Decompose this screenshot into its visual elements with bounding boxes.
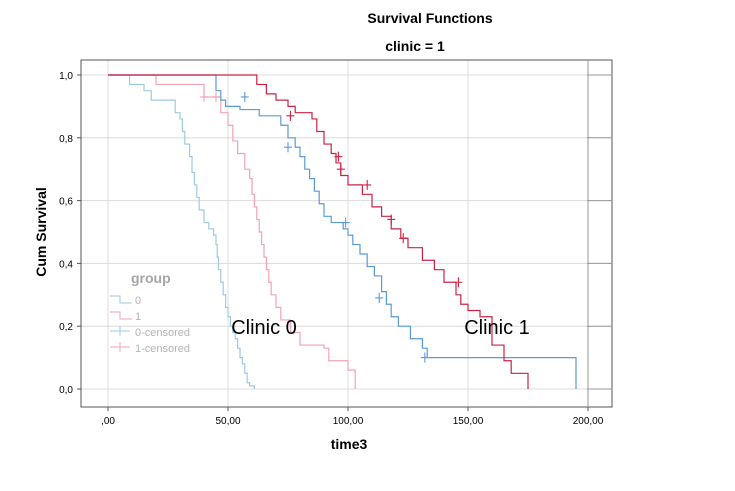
- y-tick-label: 0,0: [59, 385, 73, 396]
- censor-mark: [387, 214, 396, 225]
- x-axis-label: time3: [331, 436, 368, 452]
- legend-entry: 0-censored: [135, 327, 190, 339]
- x-tick-label: 150,00: [453, 416, 484, 427]
- legend-entry: 0: [135, 295, 141, 307]
- censor-mark: [334, 151, 343, 162]
- series-clinic-0-group-1: [108, 74, 356, 389]
- x-tick-label: ,00: [101, 416, 115, 427]
- censor-mark: [363, 179, 372, 190]
- x-tick-label: 100,00: [333, 416, 364, 427]
- legend-line-swatch: [110, 295, 132, 304]
- censor-mark: [375, 292, 384, 303]
- censor-mark: [240, 91, 249, 102]
- legend-line-swatch: [110, 311, 132, 320]
- censor-mark: [341, 217, 350, 228]
- censor-mark: [399, 233, 408, 244]
- y-tick-label: 0,2: [59, 322, 73, 333]
- censor-mark: [454, 277, 463, 288]
- chart-subtitle: clinic = 1: [385, 38, 445, 54]
- censor-mark: [286, 110, 295, 121]
- plot-frame: [80, 59, 613, 408]
- chart-title: Survival Functions: [367, 10, 492, 26]
- censor-mark: [284, 142, 292, 153]
- censor-mark: [200, 91, 208, 102]
- y-axis-label: Cum Survival: [33, 187, 49, 276]
- legend-censor-swatch: [110, 326, 130, 336]
- series-layer: [108, 74, 577, 389]
- legend-entry: 1: [135, 311, 141, 323]
- y-tick-label: 0,6: [59, 197, 73, 208]
- censor-mark: [336, 164, 345, 175]
- y-tick-label: 1,0: [59, 71, 73, 82]
- series-clinic-1-group-0: [108, 74, 577, 389]
- censor-mark: [212, 91, 220, 102]
- axes: 0,0 0,2 0,4 0,6 0,8 1,0 ,00 50,00 100,00 150,00 20…: [59, 59, 613, 427]
- legend: group 0 1 0-censored 1-censored: [110, 270, 190, 355]
- legend-entry: 1-censored: [135, 343, 190, 355]
- x-tick-label: 200,00: [573, 416, 604, 427]
- series-clinic-1-group-1: [108, 74, 529, 389]
- y-tick-label: 0,8: [59, 134, 73, 145]
- legend-censor-swatch: [110, 342, 130, 352]
- x-tick-label: 50,00: [215, 416, 240, 427]
- annotation-clinic-0: Clinic 0: [231, 317, 297, 339]
- annotation-clinic-1: Clinic 1: [464, 317, 530, 339]
- censor-mark: [420, 352, 429, 363]
- annotations: Clinic 0 Clinic 1: [231, 317, 530, 339]
- y-tick-label: 0,4: [59, 259, 73, 270]
- legend-title: group: [131, 270, 171, 286]
- series-clinic-0-group-0: [108, 74, 255, 389]
